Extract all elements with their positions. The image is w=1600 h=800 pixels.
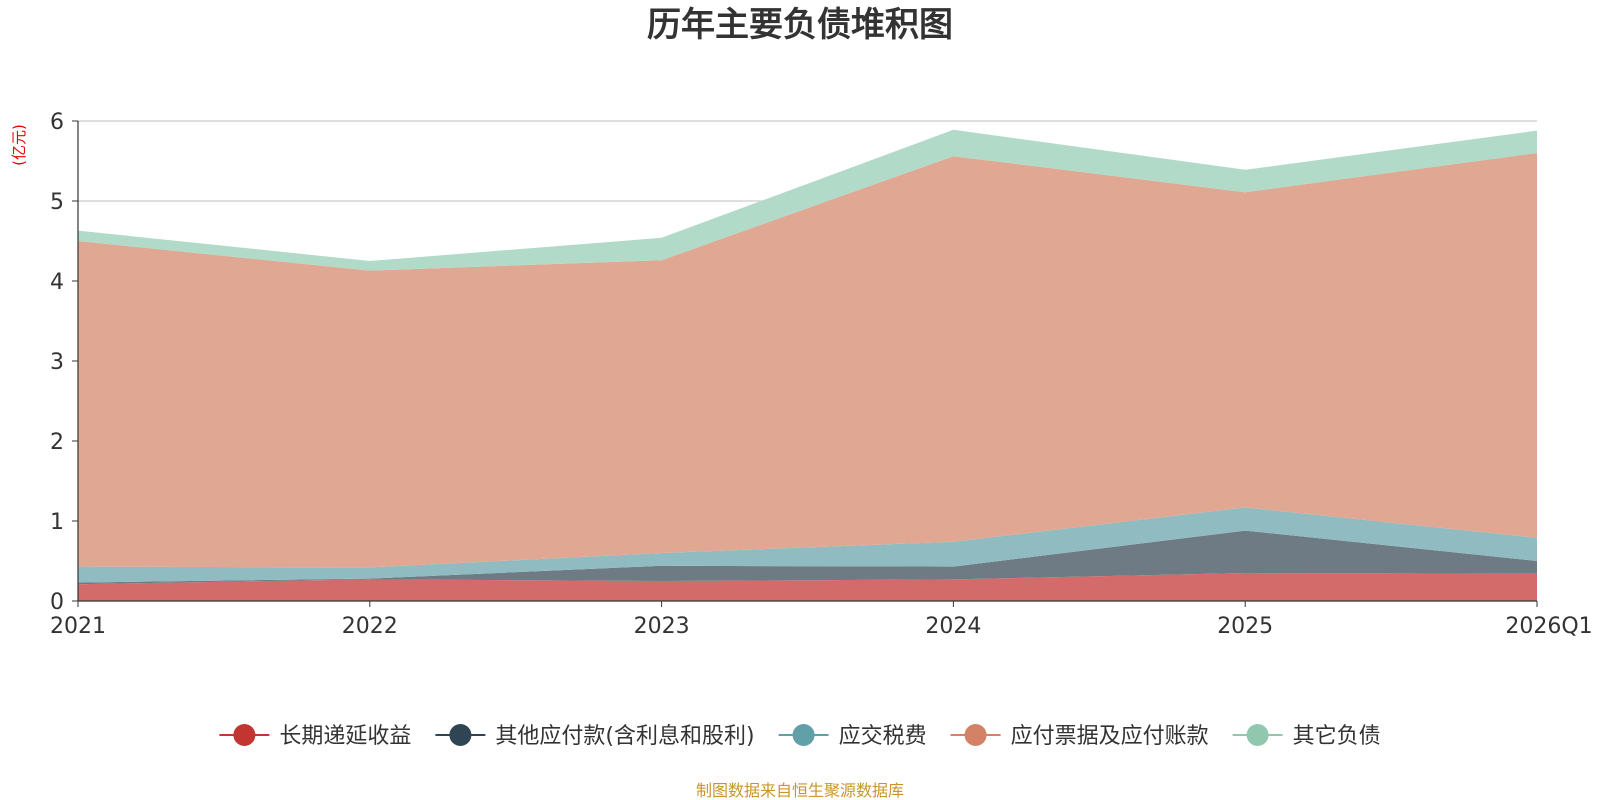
- y-tick-label: 3: [50, 350, 64, 375]
- y-tick-label: 0: [50, 590, 64, 615]
- legend-label: 应付票据及应付账款: [1011, 724, 1209, 749]
- area-series-1: [78, 573, 1537, 601]
- axes: 0 1 2 3 4 5 6 2021 2022 2023 2024 2025 2026Q1: [50, 110, 1593, 639]
- legend-item-1[interactable]: 长期递延收益: [219, 724, 411, 749]
- y-tick-label: 4: [50, 270, 64, 295]
- legend-label: 长期递延收益: [279, 724, 411, 749]
- legend-label: 应交税费: [839, 724, 927, 749]
- y-tick-label: 1: [50, 510, 64, 535]
- area-series: [78, 129, 1537, 601]
- legend-marker-icon: [233, 724, 256, 746]
- legend-item-4[interactable]: 应付票据及应付账款: [950, 724, 1209, 749]
- x-tick-label: 2025: [1217, 614, 1273, 639]
- area-series-5: [78, 129, 1537, 271]
- legend-marker-icon: [964, 724, 987, 746]
- x-tick-label: 2021: [50, 614, 106, 639]
- legend-item-2[interactable]: 其他应付款(含利息和股利): [435, 724, 755, 749]
- legend[interactable]: 长期递延收益 其他应付款(含利息和股利) 应交税费 应付票据及应付账款 其它负债: [219, 724, 1381, 749]
- legend-item-5[interactable]: 其它负债: [1232, 724, 1381, 749]
- x-tick-label: 2023: [634, 614, 690, 639]
- legend-label: 其他应付款(含利息和股利): [495, 724, 754, 749]
- y-tick-label: 5: [50, 190, 64, 215]
- data-source-note: 制图数据来自恒生聚源数据库: [696, 781, 904, 800]
- x-tick-label: 2026Q1: [1505, 614, 1592, 639]
- area-series-2: [78, 530, 1537, 585]
- x-tick-label: 2022: [342, 614, 398, 639]
- area-series-4: [78, 153, 1537, 568]
- y-tick-label: 6: [50, 110, 64, 135]
- legend-marker-icon: [1246, 724, 1269, 746]
- y-tick-label: 2: [50, 430, 64, 455]
- legend-marker-icon: [449, 724, 472, 746]
- area-series-3: [78, 507, 1537, 583]
- y-axis-unit-label: (亿元): [10, 124, 28, 166]
- x-tick-label: 2024: [925, 614, 981, 639]
- legend-marker-icon: [792, 724, 815, 746]
- chart-title: 历年主要负债堆积图: [647, 5, 953, 45]
- legend-item-3[interactable]: 应交税费: [778, 724, 927, 749]
- legend-label: 其它负债: [1293, 724, 1381, 749]
